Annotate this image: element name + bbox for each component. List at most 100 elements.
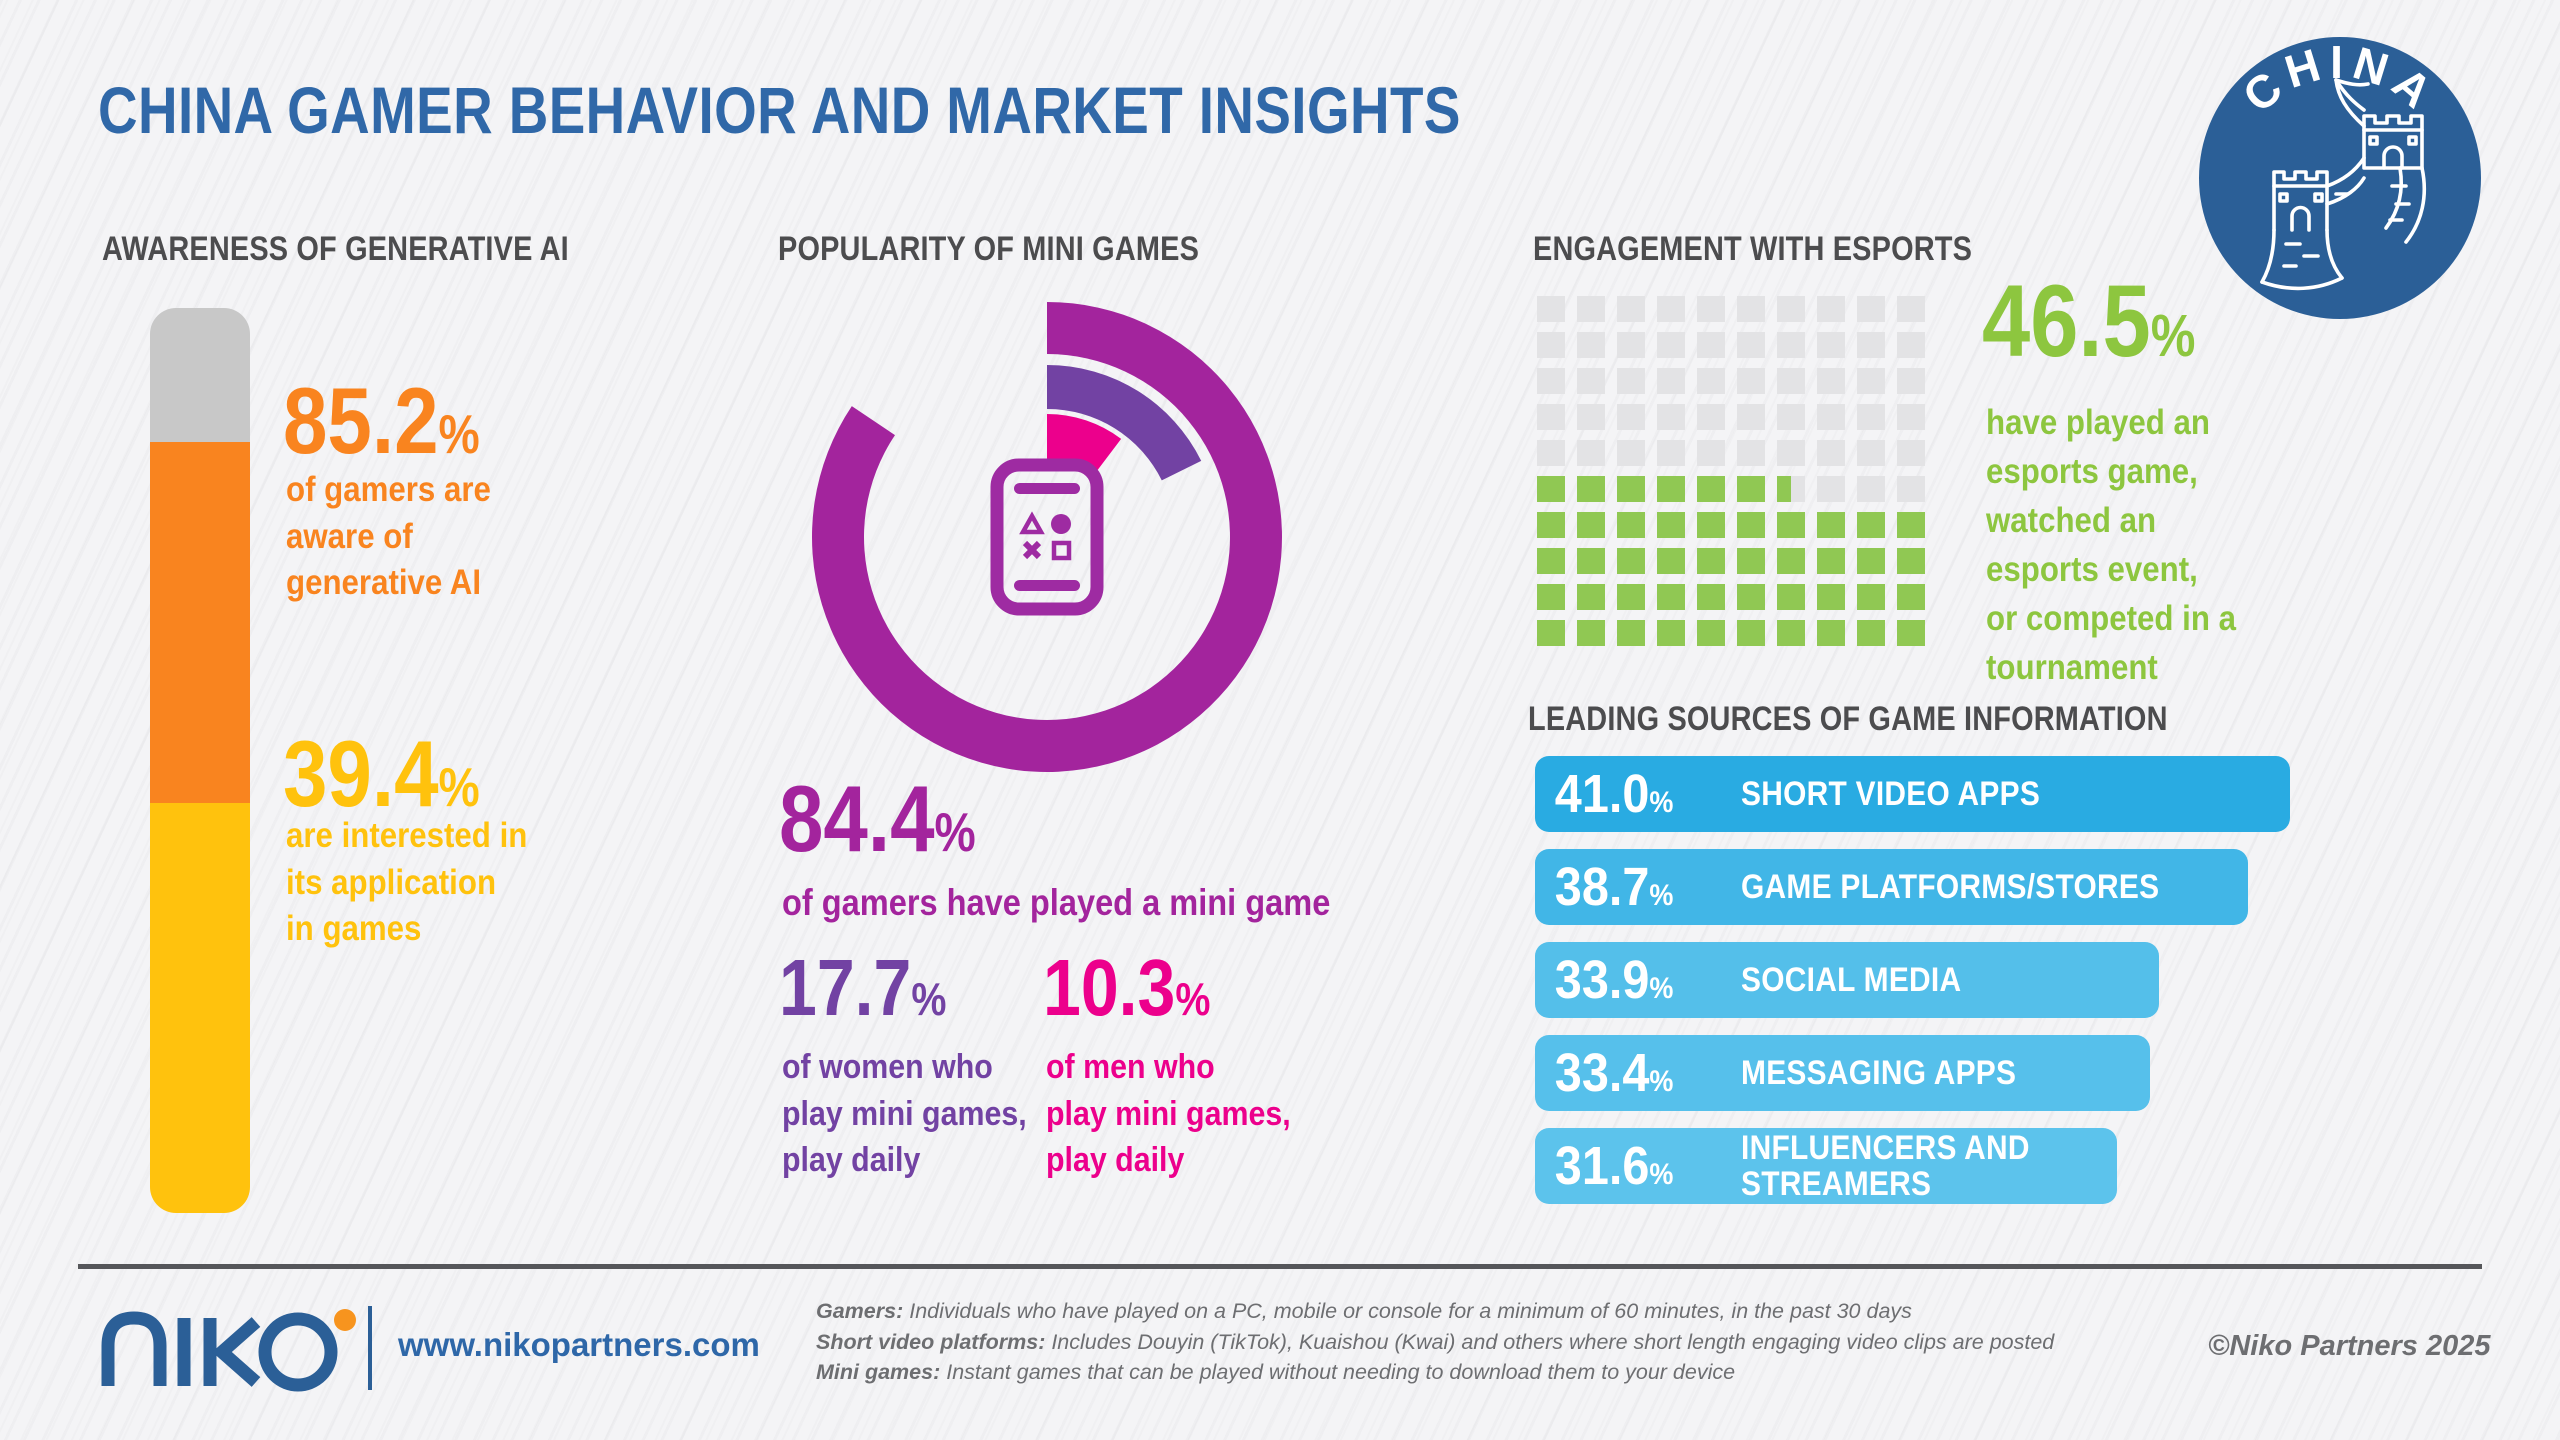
waffle-cell	[1737, 440, 1765, 466]
waffle-cell	[1737, 620, 1765, 646]
source-bar-value: 41.0%	[1535, 767, 1697, 821]
text-line: have played an	[1986, 402, 2211, 442]
sources-bar-chart: 41.0% SHORT VIDEO APPS 38.7% GAME PLATFORMS…	[1535, 756, 2305, 1221]
text-line: esports game,	[1986, 451, 2198, 491]
footnote-definitions: Gamers: Individuals who have played on a…	[816, 1296, 2054, 1388]
waffle-cell	[1737, 512, 1765, 538]
percent-sign: %	[438, 757, 480, 818]
definition-text: Individuals who have played on a PC, mob…	[903, 1299, 1912, 1323]
waffle-cell	[1737, 332, 1765, 358]
great-wall-icon	[2260, 78, 2427, 291]
source-bar-4: 31.6% INFLUENCERS AND STREAMERS	[1535, 1128, 2117, 1204]
percent-sign: %	[438, 404, 480, 465]
percent-sign: %	[1649, 786, 1674, 819]
text-line: generative AI	[286, 562, 482, 602]
waffle-cell	[1897, 476, 1925, 502]
waffle-cell	[1537, 368, 1565, 394]
waffle-cell	[1777, 296, 1805, 322]
waffle-cell	[1897, 440, 1925, 466]
waffle-cell	[1617, 404, 1645, 430]
waffle-cell	[1777, 584, 1805, 610]
waffle-cell	[1777, 368, 1805, 394]
source-bar-value: 33.9%	[1535, 953, 1697, 1007]
waffle-cell	[1817, 584, 1845, 610]
source-bar-value: 31.6%	[1535, 1139, 1697, 1193]
waffle-cell	[1577, 512, 1605, 538]
percent-sign: %	[934, 802, 976, 863]
waffle-cell	[1617, 512, 1645, 538]
waffle-cell	[1817, 368, 1845, 394]
waffle-cell	[1737, 548, 1765, 574]
waffle-cell	[1657, 584, 1685, 610]
waffle-cell	[1657, 548, 1685, 574]
ai-awareness-stacked-bar	[150, 308, 250, 1213]
china-badge: CHINA	[2199, 36, 2481, 319]
waffle-cell	[1897, 620, 1925, 646]
waffle-cell	[1577, 368, 1605, 394]
waffle-cell	[1777, 440, 1805, 466]
waffle-cell	[1657, 476, 1685, 502]
waffle-cell	[1617, 476, 1645, 502]
waffle-cell	[1737, 368, 1765, 394]
text-line: of men who	[1046, 1048, 1215, 1086]
waffle-cell	[1537, 620, 1565, 646]
definition-term: Mini games:	[816, 1360, 941, 1384]
source-bar-label: GAME PLATFORMS/STORES	[1741, 868, 2160, 906]
stat-value: 33.9	[1554, 950, 1650, 1010]
stat-value: 10.3	[1043, 943, 1176, 1032]
website-url: www.nikopartners.com	[398, 1326, 760, 1363]
waffle-cell	[1897, 296, 1925, 322]
waffle-cell	[1537, 296, 1565, 322]
donut-rings	[811, 302, 1282, 772]
waffle-cell	[1657, 332, 1685, 358]
waffle-cell	[1657, 440, 1685, 466]
stat-mini-women: 17.7%	[779, 948, 946, 1028]
section-heading-sources: LEADING SOURCES OF GAME INFORMATION	[1528, 700, 2168, 738]
waffle-cell	[1577, 332, 1605, 358]
waffle-cell	[1857, 584, 1885, 610]
waffle-cell	[1657, 296, 1685, 322]
waffle-cell	[1857, 476, 1885, 502]
source-bar-3: 33.4% MESSAGING APPS	[1535, 1035, 2150, 1111]
stat-mini-played: 84.4%	[779, 772, 976, 866]
stat-value: 84.4	[779, 766, 935, 871]
waffle-cell	[1817, 620, 1845, 646]
waffle-cell	[1897, 368, 1925, 394]
definition-mini-games: Mini games: Instant games that can be pl…	[816, 1357, 2054, 1388]
waffle-cell	[1537, 332, 1565, 358]
waffle-cell	[1617, 584, 1645, 610]
waffle-cell	[1577, 476, 1605, 502]
percent-sign: %	[1649, 1065, 1674, 1098]
waffle-cell	[1817, 440, 1845, 466]
definition-term: Short video platforms:	[816, 1329, 1046, 1354]
waffle-cell	[1817, 476, 1845, 502]
stat-value: 33.4	[1554, 1043, 1650, 1103]
waffle-cell	[1697, 548, 1725, 574]
stat-mini-men-caption: of men who play mini games, play daily	[1046, 1044, 1291, 1184]
waffle-cell	[1617, 296, 1645, 322]
waffle-cell	[1697, 440, 1725, 466]
waffle-cell	[1657, 620, 1685, 646]
waffle-cell	[1857, 512, 1885, 538]
percent-sign: %	[1649, 972, 1674, 1005]
ai-bar-segment-gray	[150, 308, 250, 442]
stat-value: 31.6	[1554, 1136, 1650, 1196]
percent-sign: %	[2150, 302, 2196, 369]
source-bar-2: 33.9% SOCIAL MEDIA	[1535, 942, 2159, 1018]
waffle-cell	[1857, 440, 1885, 466]
definition-term: Gamers:	[816, 1299, 904, 1323]
waffle-cell	[1537, 584, 1565, 610]
waffle-cell	[1537, 476, 1565, 502]
waffle-cell	[1697, 332, 1725, 358]
donut-ring-0	[811, 302, 1282, 772]
waffle-cell	[1657, 368, 1685, 394]
stat-value: 38.7	[1554, 857, 1650, 917]
percent-sign: %	[1649, 879, 1674, 912]
waffle-cell	[1697, 296, 1725, 322]
source-bar-1: 38.7% GAME PLATFORMS/STORES	[1535, 849, 2248, 925]
waffle-cell	[1697, 620, 1725, 646]
stat-mini-women-caption: of women who play mini games, play daily	[782, 1044, 1027, 1184]
stat-ai-interested: 39.4%	[283, 727, 480, 821]
text-line: or competed in a	[1986, 598, 2236, 638]
waffle-cell	[1857, 404, 1885, 430]
